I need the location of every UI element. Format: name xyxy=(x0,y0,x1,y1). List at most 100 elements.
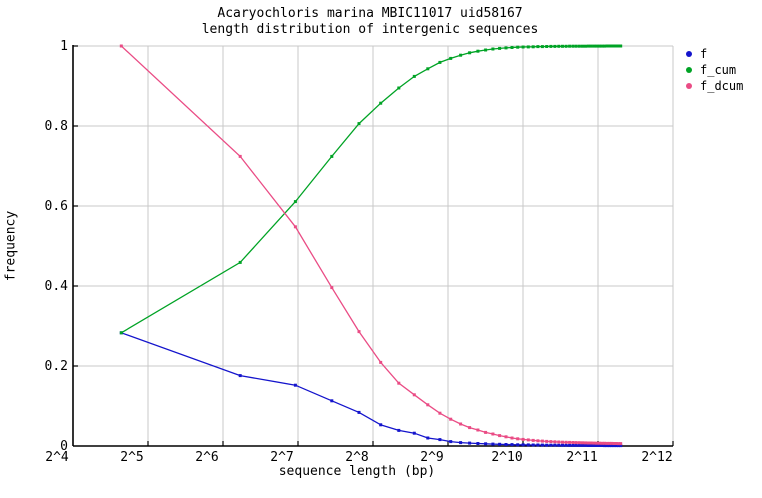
series-f_dcum-marker xyxy=(412,393,416,397)
series-f-marker xyxy=(597,444,601,447)
series-f_dcum-marker xyxy=(605,441,609,445)
series-f_cum-marker xyxy=(468,51,472,55)
series-f_cum-marker xyxy=(561,44,564,48)
legend-label-f: f xyxy=(700,47,708,61)
series-f-marker xyxy=(397,428,401,432)
series-f_dcum-marker xyxy=(330,286,334,290)
series-f_cum-marker xyxy=(568,44,572,48)
series-f_cum-marker xyxy=(564,44,568,48)
series-f_dcum-line xyxy=(120,45,621,445)
legend-item-f-cum: f_cum xyxy=(686,62,743,78)
x-tick-label: 2^9 xyxy=(420,450,443,465)
series-f-marker xyxy=(557,443,561,447)
series-f_dcum-marker xyxy=(119,44,123,48)
series-f-marker xyxy=(438,438,442,442)
series-f-marker xyxy=(614,444,618,448)
series-f_dcum-marker xyxy=(293,225,297,229)
series-f-marker xyxy=(617,444,620,448)
series-f_cum-marker xyxy=(531,45,535,49)
series-f_cum-marker xyxy=(540,45,544,49)
series-f_dcum-marker xyxy=(557,440,561,444)
series-f_cum-marker xyxy=(459,53,463,57)
f-cum-marker-icon xyxy=(686,67,692,73)
series-f_cum-marker xyxy=(293,200,297,204)
series-f_dcum-marker xyxy=(540,439,544,443)
series-f_dcum-marker xyxy=(449,417,453,421)
series-f_dcum-marker xyxy=(549,440,553,444)
x-tick-label: 2^6 xyxy=(195,450,218,465)
series-f-marker xyxy=(412,431,416,435)
series-f_dcum-marker xyxy=(603,441,606,445)
series-f_dcum-marker xyxy=(610,441,614,445)
x-tick-label: 2^11 xyxy=(566,450,597,465)
series-f_cum-marker xyxy=(484,48,488,52)
series-f-marker xyxy=(330,399,334,403)
series-f_cum-marker xyxy=(581,44,584,48)
series-f_dcum-marker xyxy=(617,442,620,446)
series-f_cum-marker xyxy=(438,60,442,64)
series-f_dcum-marker xyxy=(612,442,616,445)
series-f-marker xyxy=(545,443,549,447)
series-f_dcum-marker xyxy=(498,434,502,438)
series-f_dcum-marker xyxy=(468,426,472,430)
legend: f f_cum f_dcum xyxy=(686,46,743,94)
series-f_cum-marker xyxy=(449,56,453,60)
series-f-marker xyxy=(600,444,604,447)
chart-title-line1: Acaryochloris marina MBIC11017 uid58167 xyxy=(217,6,523,21)
f-dcum-marker-icon xyxy=(686,83,692,89)
legend-label-f-dcum: f_dcum xyxy=(700,79,744,93)
series-f_cum-marker xyxy=(491,47,495,51)
series-f_dcum-marker xyxy=(574,441,578,445)
y-tick-label: 0 xyxy=(60,439,68,454)
x-tick-label: 2^7 xyxy=(270,450,293,465)
series-f_dcum-marker xyxy=(491,432,495,436)
series-f-marker xyxy=(553,443,557,447)
series-f_dcum-marker xyxy=(595,441,599,445)
series-f_cum-marker xyxy=(238,260,242,264)
series-f_dcum-marker xyxy=(238,154,242,158)
series-f_dcum-marker xyxy=(516,437,520,441)
series-f_dcum-marker xyxy=(379,360,383,364)
y-tick-label: 0.6 xyxy=(45,199,68,214)
series-f_dcum-marker xyxy=(476,428,480,432)
series-f_dcum-marker xyxy=(531,438,535,442)
series-f_cum-marker xyxy=(597,44,601,48)
series-f_cum-marker xyxy=(498,46,502,50)
series-f_cum-marker xyxy=(612,44,616,48)
series-f-marker xyxy=(379,423,383,427)
series-f-marker xyxy=(426,436,430,440)
x-axis-label: sequence length (bp) xyxy=(278,464,436,479)
series-f_dcum-marker xyxy=(614,442,618,445)
series-f_cum-marker xyxy=(587,44,590,48)
series-f-marker xyxy=(564,443,568,447)
series-f_dcum-marker xyxy=(438,411,442,415)
series-f-marker xyxy=(459,441,463,445)
series-f-marker xyxy=(595,444,599,447)
series-f_cum-marker xyxy=(610,44,614,48)
series-f-marker xyxy=(584,443,587,447)
series-f_dcum-marker xyxy=(561,440,564,444)
legend-item-f: f xyxy=(686,46,743,62)
series-f_dcum-marker xyxy=(589,441,593,445)
series-f_dcum-marker xyxy=(619,442,623,446)
series-f_cum-marker xyxy=(521,45,525,49)
series-f-marker xyxy=(581,443,584,447)
series-f_dcum-marker xyxy=(536,439,540,443)
series-f-marker xyxy=(561,443,564,447)
series-f-marker xyxy=(592,444,596,447)
series-f_cum-marker xyxy=(412,74,416,78)
series-f_dcum-marker xyxy=(521,437,525,441)
series-f_cum-marker xyxy=(619,44,623,48)
series-f_cum-marker xyxy=(592,44,596,48)
series-f_cum-marker xyxy=(553,44,557,48)
x-tick-label: 2^5 xyxy=(120,450,143,465)
f-marker-icon xyxy=(686,51,692,57)
series-f-marker xyxy=(607,444,611,448)
series-f_cum-marker xyxy=(545,45,549,48)
series-f_dcum-marker xyxy=(607,441,611,445)
series-f-marker xyxy=(619,444,623,448)
series-f_cum-marker xyxy=(397,86,401,90)
series-f_dcum-marker xyxy=(600,441,604,445)
series-f_cum-marker xyxy=(510,46,514,49)
